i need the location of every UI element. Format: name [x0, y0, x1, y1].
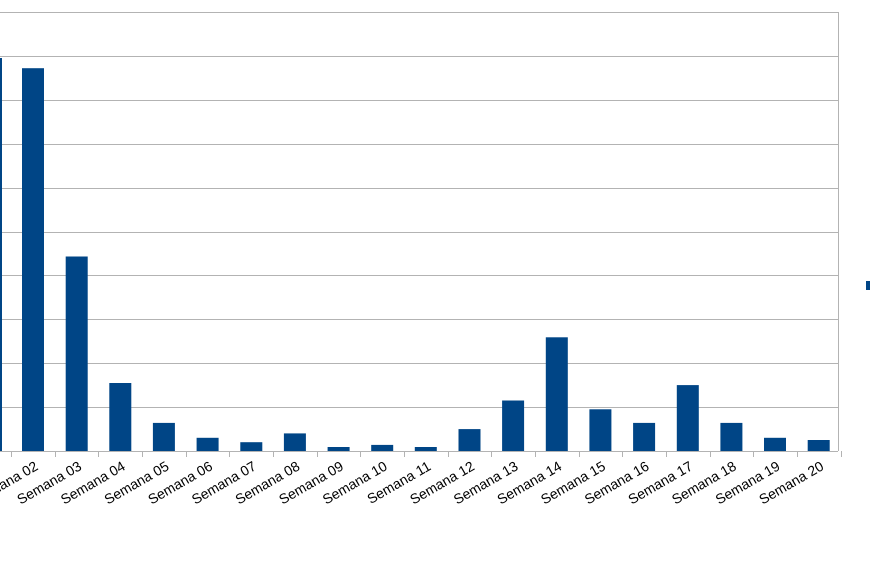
- bar: [196, 437, 219, 451]
- bar: [414, 447, 437, 451]
- bar: [371, 444, 394, 451]
- bar: [65, 256, 88, 451]
- bar: [283, 433, 306, 451]
- bar: [676, 385, 699, 451]
- bar: [109, 383, 132, 451]
- y-axis-edge: [0, 58, 2, 451]
- bar: [240, 442, 263, 451]
- bar: [502, 400, 525, 451]
- bar: [545, 337, 568, 451]
- bar: [589, 409, 612, 451]
- bar: [720, 422, 743, 451]
- legend-key: [866, 281, 870, 290]
- bar: [807, 440, 830, 451]
- x-axis: [0, 58, 842, 457]
- bar: [458, 429, 481, 451]
- gridlines: [0, 12, 839, 452]
- bar: [22, 68, 44, 451]
- bars: [22, 68, 830, 451]
- bar: [152, 422, 175, 451]
- bar: [764, 437, 786, 451]
- bar: [633, 422, 656, 451]
- bar: [327, 447, 350, 451]
